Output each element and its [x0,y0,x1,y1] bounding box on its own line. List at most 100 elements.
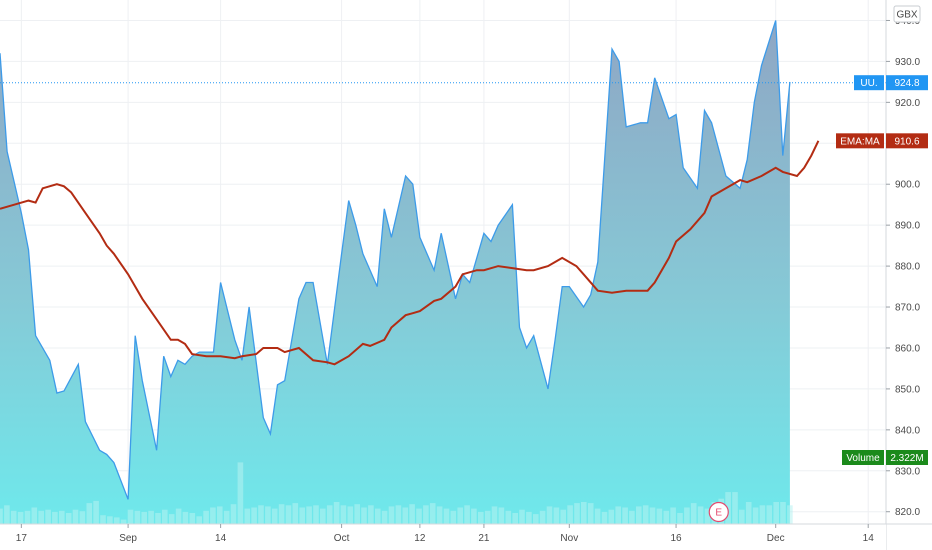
y-tick-label: 870.0 [895,303,920,314]
y-tick-label: 920.0 [895,98,920,109]
badge-name-box [842,450,884,465]
volume-bar [4,505,10,524]
volume-bar [79,511,86,524]
volume-bar [368,505,374,524]
volume-bar [86,503,93,524]
currency-box [893,5,921,23]
volume-bar [244,508,251,524]
badge-name: UU. [860,78,877,89]
volume-bar [148,510,154,524]
y-tick-label: 840.0 [895,425,920,436]
volume-bar [38,510,44,524]
volume-bar [17,511,24,524]
price-line [0,20,791,500]
volume-bar [141,511,147,524]
volume-bar [574,503,580,524]
volume-bar [787,505,793,524]
volume-bar [196,516,202,524]
badge-value: 910.6 [894,136,919,147]
volume-bar [752,507,759,524]
y-tick-label: 820.0 [895,507,920,518]
volume-bar [457,507,463,524]
volume-bar [663,510,670,524]
volume-bar [697,506,704,524]
volume-bar [265,506,271,524]
y-tick-label: 890.0 [895,221,920,232]
volume-bar [251,507,257,524]
x-tick-label: Sep [119,533,137,544]
volume-bar [381,510,388,524]
volume-bar [168,514,175,524]
volume-bar [24,510,31,524]
volume-bar [464,505,470,524]
volume-bar [72,509,79,524]
x-tick-label: 17 [16,533,28,544]
x-tick-labels: 17 Sep 14 Oct 12 21 Nov 16 Dec 14 [16,524,874,544]
volume-bar [333,502,340,524]
volume-bar [237,462,244,524]
volume-bar [203,510,209,524]
volume-bar [155,513,161,524]
y-tick-label: 930.0 [895,57,920,68]
badge-name: EMA:MA [840,136,880,147]
x-tick-label: 21 [478,533,490,544]
volume-bar [512,513,518,524]
volume-bar [745,502,752,524]
volume-bar [230,504,237,524]
volume-bar [189,513,196,524]
volume-bar [649,507,656,524]
volume-bar [292,503,299,524]
volume-bar [285,505,292,524]
volume-bar [642,505,649,524]
volume-bar [519,509,525,524]
legend-badge-uu-: UU. 924.8 [854,75,928,91]
volume-bar [320,508,326,524]
volume-bar [594,508,601,524]
volume-bar [100,515,106,524]
volume-bar [306,506,312,524]
volume-bar [223,510,230,524]
badge-value: 2.322M [890,453,923,464]
badge-value-box [886,75,928,91]
volume-bar [162,509,168,524]
volume-bar [114,517,120,524]
earnings-marker-letter: E [715,508,722,519]
volume-bar [443,508,450,524]
y-tick-label: 860.0 [895,343,920,354]
volume-bar [45,509,51,524]
volume-bars [0,462,793,524]
volume-bar [560,509,566,524]
volume-bar [347,506,354,524]
volume-bar [601,511,608,524]
volume-bar [677,513,683,524]
volume-bar [690,503,697,524]
volume-bar [636,506,642,524]
volume-bar [656,508,663,524]
volume-bar [759,505,766,524]
volume-bar [429,503,436,524]
volume-bar [471,508,477,524]
volume-bar [526,511,532,524]
volume-bar [505,510,512,524]
volume-bar [725,492,731,524]
volume-bar [210,507,216,524]
volume-bar [732,492,738,524]
volume-bar [299,507,305,524]
badge-name-box [836,133,884,149]
volume-bar [498,507,505,524]
volume-bar [0,508,3,524]
volume-bar [608,509,615,524]
volume-bar [670,507,676,524]
volume-bar [766,505,773,524]
volume-bar [704,508,711,524]
time-axis-background [0,524,886,550]
x-tick-label: 14 [215,533,227,544]
y-tick-label: 850.0 [895,384,920,395]
volume-bar [271,508,278,524]
volume-bar [31,507,38,524]
badge-value: 924.8 [894,78,919,89]
volume-bar [581,502,587,524]
volume-bar [533,514,539,524]
